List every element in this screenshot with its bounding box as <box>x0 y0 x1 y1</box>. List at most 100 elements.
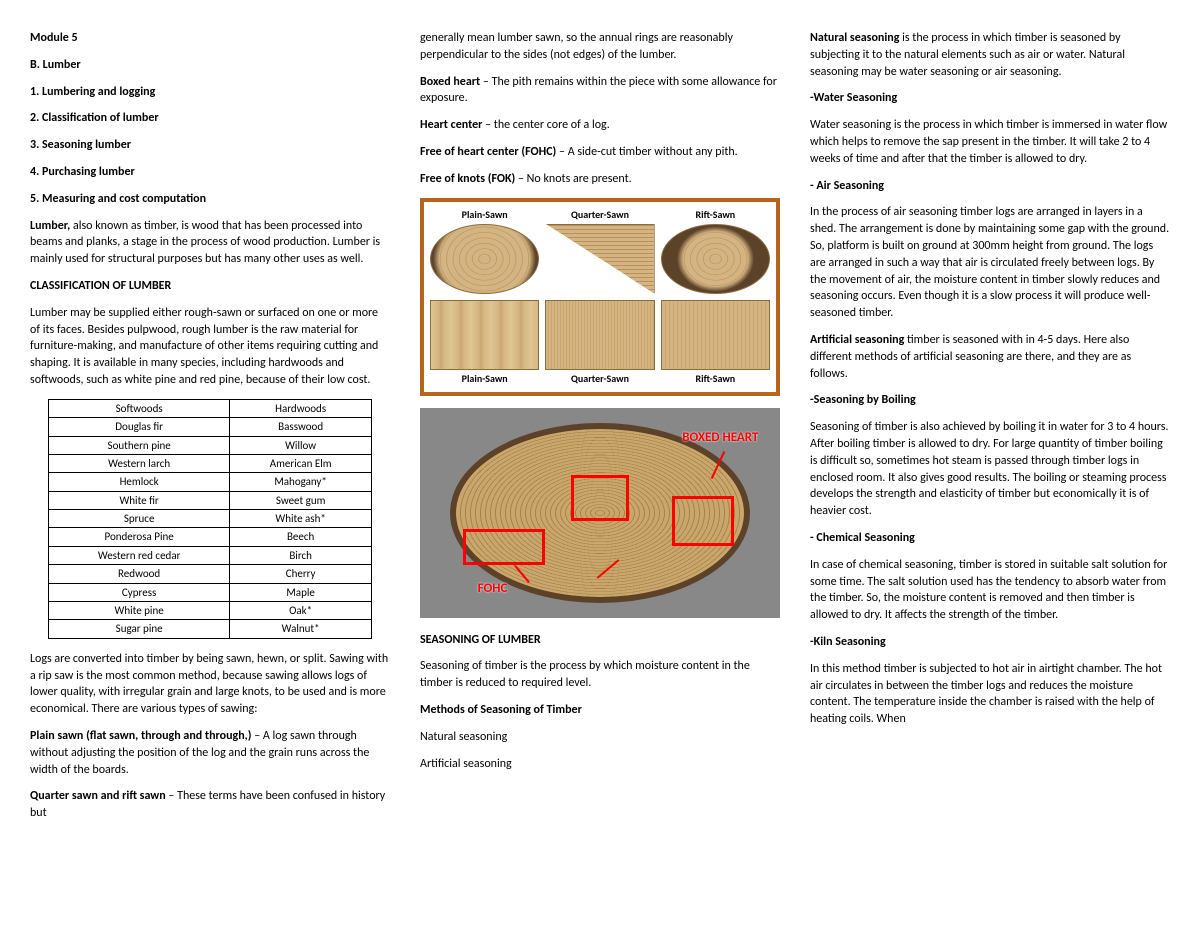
artificial-def: Artificial seasoning timber is seasoned … <box>810 332 1170 382</box>
artificial-lead: Artificial seasoning <box>810 333 904 347</box>
table-cell: Redwood <box>49 565 230 583</box>
table-cell: White pine <box>49 602 230 620</box>
table-cell: Maple <box>230 583 372 601</box>
table-row: Ponderosa PineBeech <box>49 528 372 546</box>
rift-sawn-graphic <box>661 224 770 294</box>
module-title: Module 5 <box>30 30 390 47</box>
table-cell: Birch <box>230 546 372 564</box>
logs-para: Logs are converted into timber by being … <box>30 651 390 718</box>
toc-5: 5. Measuring and cost computation <box>30 191 390 208</box>
table-cell: Basswood <box>230 418 372 436</box>
boxed-heart-box <box>571 475 629 521</box>
classification-heading: CLASSIFICATION OF LUMBER <box>30 278 390 295</box>
fok-lead: Free of knots (FOK) <box>420 172 515 186</box>
table-cell: Mahogany* <box>230 473 372 491</box>
log-cross-section-diagram: BOXED HEART FOHC <box>420 408 780 618</box>
natural-line: Natural seasoning <box>420 729 780 746</box>
column-1: Module 5 B. Lumber 1. Lumbering and logg… <box>30 30 390 832</box>
toc-3: 3. Seasoning lumber <box>30 137 390 154</box>
classification-para: Lumber may be supplied either rough-sawn… <box>30 305 390 389</box>
air-para: In the process of air seasoning timber l… <box>810 204 1170 322</box>
water-heading: -Water Seasoning <box>810 90 1170 107</box>
fok-def: Free of knots (FOK) – No knots are prese… <box>420 171 780 188</box>
document-columns: Module 5 B. Lumber 1. Lumbering and logg… <box>30 30 1170 832</box>
table-row: White firSweet gum <box>49 491 372 509</box>
plain-sawn-cell: Plain-Sawn <box>430 208 539 294</box>
boil-heading: -Seasoning by Boiling <box>810 392 1170 409</box>
intro-para: Lumber, also known as timber, is wood th… <box>30 218 390 268</box>
quarter-label-top: Quarter-Sawn <box>545 208 654 222</box>
table-row: Douglas firBasswood <box>49 418 372 436</box>
col-hardwoods: Hardwoods <box>230 399 372 417</box>
toc-4: 4. Purchasing lumber <box>30 164 390 181</box>
wood-species-table: Softwoods Hardwoods Douglas firBasswoodS… <box>48 399 372 639</box>
column-2: generally mean lumber sawn, so the annua… <box>420 30 780 832</box>
fohc-lead: Free of heart center (FOHC) <box>420 145 556 159</box>
quarter-grain-cell: Quarter-Sawn <box>545 300 654 386</box>
table-cell: Ponderosa Pine <box>49 528 230 546</box>
kiln-para: In this method timber is subjected to ho… <box>810 661 1170 728</box>
table-cell: Sweet gum <box>230 491 372 509</box>
quarter-grain-graphic <box>545 300 654 370</box>
heart-center-def: Heart center – the center core of a log. <box>420 117 780 134</box>
quarter-sawn-graphic <box>545 224 654 294</box>
plain-label-top: Plain-Sawn <box>430 208 539 222</box>
table-cell: Cypress <box>49 583 230 601</box>
table-cell: Western red cedar <box>49 546 230 564</box>
plain-grain-graphic <box>430 300 539 370</box>
column-3: Natural seasoning is the process in whic… <box>810 30 1170 832</box>
fohc-rest: – A side-cut timber without any pith. <box>556 145 737 159</box>
table-row: Western red cedarBirch <box>49 546 372 564</box>
methods-heading: Methods of Seasoning of Timber <box>420 702 780 719</box>
table-row: Western larchAmerican Elm <box>49 454 372 472</box>
table-row: CypressMaple <box>49 583 372 601</box>
table-cell: Oak* <box>230 602 372 620</box>
table-row: RedwoodCherry <box>49 565 372 583</box>
intro-lead: Lumber, <box>30 219 70 233</box>
table-cell: Southern pine <box>49 436 230 454</box>
table-cell: Sugar pine <box>49 620 230 638</box>
table-cell: Beech <box>230 528 372 546</box>
natural-def: Natural seasoning is the process in whic… <box>810 30 1170 80</box>
chem-para: In case of chemical seasoning, timber is… <box>810 557 1170 624</box>
plain-label-bottom: Plain-Sawn <box>430 372 539 386</box>
natural-lead: Natural seasoning <box>810 31 899 45</box>
sawn-bottom-row: Plain-Sawn Quarter-Sawn Rift-Sawn <box>430 300 770 386</box>
fohc-box-1 <box>463 529 545 565</box>
fok-rest: – No knots are present. <box>515 172 631 186</box>
table-row: White pineOak* <box>49 602 372 620</box>
boxed-heart-def: Boxed heart – The pith remains within th… <box>420 74 780 108</box>
rift-grain-graphic <box>661 300 770 370</box>
plain-lead: Plain sawn (flat sawn, through and throu… <box>30 729 251 743</box>
table-cell: Spruce <box>49 510 230 528</box>
toc-1: 1. Lumbering and logging <box>30 84 390 101</box>
fohc-box-2 <box>672 496 734 546</box>
quarter-sawn-cell: Quarter-Sawn <box>545 208 654 294</box>
boxed-heart-label: BOXED HEART <box>682 429 758 447</box>
heart-rest: – the center core of a log. <box>482 118 609 132</box>
plain-grain-cell: Plain-Sawn <box>430 300 539 386</box>
table-cell: White fir <box>49 491 230 509</box>
table-header-row: Softwoods Hardwoods <box>49 399 372 417</box>
table-cell: Walnut* <box>230 620 372 638</box>
quarter-lead: Quarter sawn and rift sawn <box>30 789 166 803</box>
table-cell: Cherry <box>230 565 372 583</box>
chem-heading: - Chemical Seasoning <box>810 530 1170 547</box>
seasoning-para: Seasoning of timber is the process by wh… <box>420 658 780 692</box>
table-cell: Willow <box>230 436 372 454</box>
rift-sawn-cell: Rift-Sawn <box>661 208 770 294</box>
fohc-def: Free of heart center (FOHC) – A side-cut… <box>420 144 780 161</box>
table-row: SpruceWhite ash* <box>49 510 372 528</box>
artificial-line: Artificial seasoning <box>420 756 780 773</box>
boxed-lead: Boxed heart <box>420 75 480 89</box>
boil-para: Seasoning of timber is also achieved by … <box>810 419 1170 520</box>
plain-sawn-graphic <box>430 224 539 294</box>
quarter-label-bottom: Quarter-Sawn <box>545 372 654 386</box>
rift-label-top: Rift-Sawn <box>661 208 770 222</box>
table-cell: Western larch <box>49 454 230 472</box>
cont-para: generally mean lumber sawn, so the annua… <box>420 30 780 64</box>
table-cell: Hemlock <box>49 473 230 491</box>
air-heading: - Air Seasoning <box>810 178 1170 195</box>
rift-label-bottom: Rift-Sawn <box>661 372 770 386</box>
toc-2: 2. Classification of lumber <box>30 110 390 127</box>
